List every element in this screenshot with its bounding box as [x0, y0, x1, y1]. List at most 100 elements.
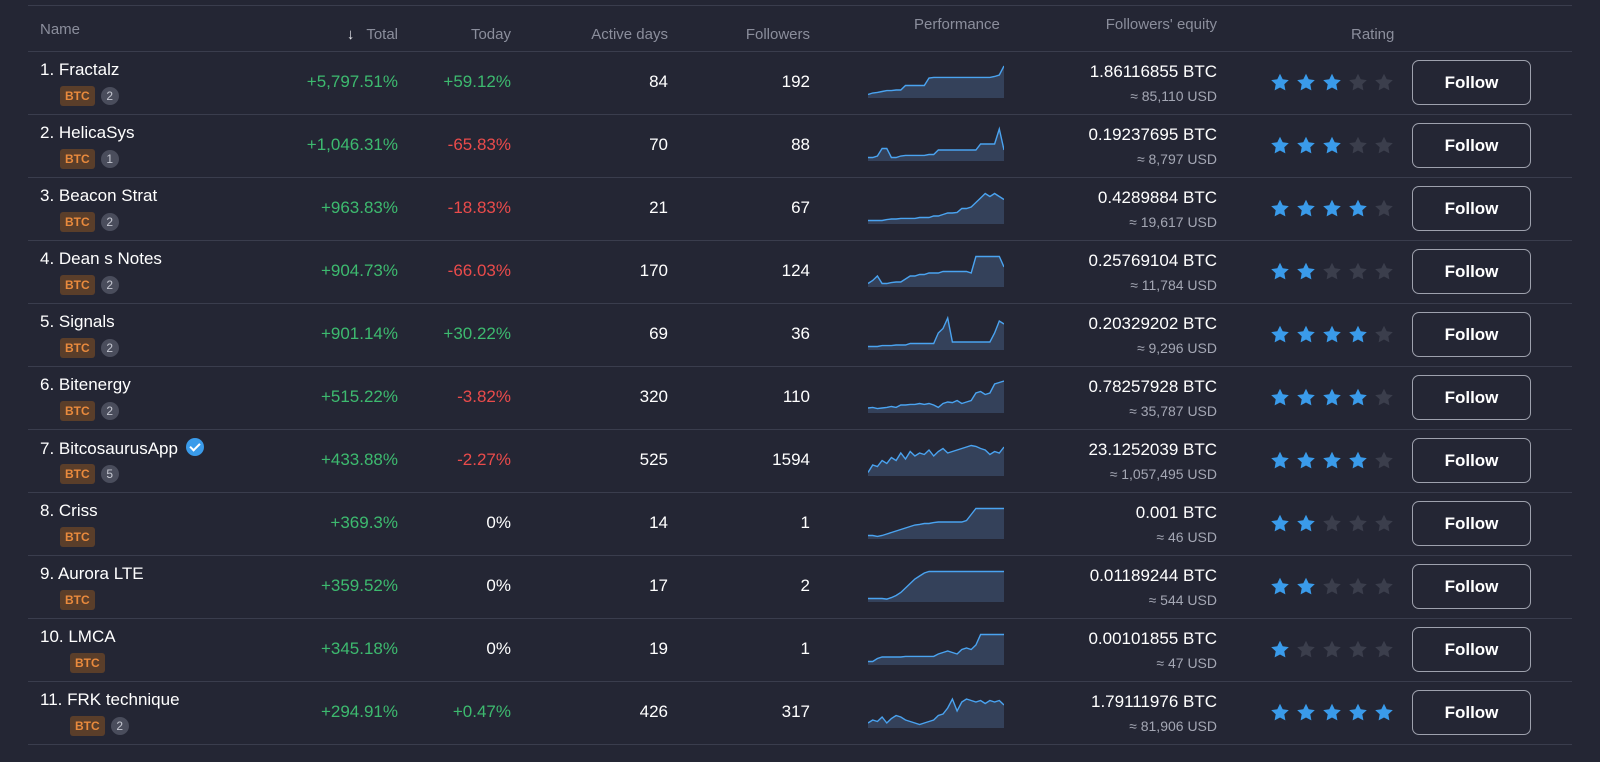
active-days: 170	[639, 261, 668, 280]
header-total[interactable]: ↓ Total	[347, 26, 398, 43]
table-row[interactable]: 3. Beacon Strat BTC 2 +963.83% -18.83% 2…	[28, 178, 1572, 241]
follow-button[interactable]: Follow	[1412, 312, 1531, 357]
active-days: 14	[649, 513, 668, 532]
today-return: +59.12%	[443, 72, 511, 91]
sparkline-area	[868, 571, 1004, 602]
star-filled-icon	[1297, 703, 1315, 721]
follow-button[interactable]: Follow	[1412, 690, 1531, 735]
table-row[interactable]: 11. FRK technique BTC 2 +294.91% +0.47% …	[28, 682, 1572, 745]
table-row[interactable]: 5. Signals BTC 2 +901.14% +30.22% 69 36 …	[28, 304, 1572, 367]
header-total-label: Total	[366, 26, 398, 43]
header-today[interactable]: Today	[470, 26, 511, 43]
header-rating[interactable]: Rating	[1351, 26, 1395, 43]
trader-name-cell[interactable]: 8. Criss	[40, 501, 98, 521]
star-filled-icon	[1271, 577, 1289, 595]
star-filled-icon	[1271, 451, 1289, 469]
star-filled-icon	[1297, 514, 1315, 532]
follow-button[interactable]: Follow	[1412, 186, 1531, 231]
follow-button[interactable]: Follow	[1412, 501, 1531, 546]
table-row[interactable]: 2. HelicaSys BTC 1 +1,046.31% -65.83% 70…	[28, 115, 1572, 178]
rating-stars	[1270, 450, 1394, 470]
followers-equity: 0.78257928 BTC ≈ 35,787 USD	[1088, 377, 1217, 419]
table-row[interactable]: 6. Bitenergy BTC 2 +515.22% -3.82% 320 1…	[28, 367, 1572, 430]
header-name[interactable]: Name	[40, 21, 81, 38]
follow-button[interactable]: Follow	[1412, 123, 1531, 168]
trader-name-cell[interactable]: 3. Beacon Strat	[40, 186, 157, 206]
trader-name-cell[interactable]: 9. Aurora LTE	[40, 564, 144, 584]
equity-usd: ≈ 9,296 USD	[1136, 340, 1217, 356]
trader-name[interactable]: 9. Aurora LTE	[40, 564, 144, 583]
trader-name-cell[interactable]: 2. HelicaSys	[40, 123, 134, 143]
today-return: -18.83%	[447, 198, 511, 217]
trader-name[interactable]: 4. Dean s Notes	[40, 249, 162, 268]
trader-name-cell[interactable]: 7. BitcosaurusApp	[40, 438, 204, 459]
header-active-days[interactable]: Active days	[591, 26, 668, 43]
performance-sparkline	[868, 692, 1008, 728]
trader-name-cell[interactable]: 4. Dean s Notes	[40, 249, 162, 269]
sparkline-area	[868, 508, 1004, 539]
trader-name[interactable]: 11. FRK technique	[40, 690, 180, 709]
followers-equity: 1.79111976 BTC ≈ 81,906 USD	[1091, 692, 1217, 734]
equity-btc: 0.19237695 BTC	[1088, 125, 1217, 144]
star-filled-icon	[1323, 388, 1341, 406]
trader-tags: BTC 2	[60, 86, 119, 106]
equity-btc: 23.1252039 BTC	[1088, 440, 1217, 459]
trader-name-cell[interactable]: 11. FRK technique	[40, 690, 180, 710]
sparkline-chart	[868, 697, 1004, 728]
header-followers-equity[interactable]: Followers' equity	[1105, 16, 1217, 33]
trader-name[interactable]: 1. Fractalz	[40, 60, 120, 79]
star-empty-icon	[1375, 262, 1393, 280]
trader-name-cell[interactable]: 5. Signals	[40, 312, 115, 332]
follow-cell: Follow	[1412, 60, 1531, 105]
header-followers[interactable]: Followers	[745, 26, 810, 43]
follow-button[interactable]: Follow	[1412, 438, 1531, 483]
table-row[interactable]: 1. Fractalz BTC 2 +5,797.51% +59.12% 84 …	[28, 52, 1572, 115]
table-row[interactable]: 4. Dean s Notes BTC 2 +904.73% -66.03% 1…	[28, 241, 1572, 304]
trader-tags: BTC 1	[60, 149, 119, 169]
trader-name-cell[interactable]: 6. Bitenergy	[40, 375, 131, 395]
today-return: 0%	[486, 513, 511, 532]
rating-stars	[1270, 135, 1394, 155]
equity-btc: 0.01189244 BTC	[1089, 566, 1217, 585]
equity-btc: 0.78257928 BTC	[1088, 377, 1217, 396]
trader-name[interactable]: 3. Beacon Strat	[40, 186, 158, 205]
sparkline-line	[868, 315, 1004, 348]
follow-button[interactable]: Follow	[1412, 249, 1531, 294]
star-filled-icon	[1297, 451, 1315, 469]
star-filled-icon	[1271, 73, 1289, 91]
followers-count: 1	[800, 639, 810, 658]
trader-name[interactable]: 7. BitcosaurusApp	[40, 439, 178, 458]
trader-name[interactable]: 10. LMCA	[40, 627, 116, 646]
trader-name[interactable]: 2. HelicaSys	[40, 123, 135, 142]
trader-name-cell[interactable]: 1. Fractalz	[40, 60, 119, 80]
trader-name-cell[interactable]: 10. LMCA	[40, 627, 116, 647]
table-row[interactable]: 8. Criss BTC +369.3% 0% 14 1 0.001 BTC ≈…	[28, 493, 1572, 556]
active-days: 69	[649, 324, 668, 343]
table-row[interactable]: 7. BitcosaurusApp BTC 5 +433.88% -2.27% …	[28, 430, 1572, 493]
trader-name[interactable]: 6. Bitenergy	[40, 375, 131, 394]
followers-count: 36	[791, 324, 810, 343]
verified-badge-icon	[185, 438, 204, 456]
active-days: 426	[639, 702, 668, 721]
active-days: 84	[649, 72, 668, 91]
star-filled-icon	[1297, 262, 1315, 280]
sparkline-line	[868, 255, 1004, 285]
trader-name[interactable]: 5. Signals	[40, 312, 115, 331]
trader-name[interactable]: 8. Criss	[40, 501, 98, 520]
follow-button[interactable]: Follow	[1412, 627, 1531, 672]
trader-tags: BTC 2	[70, 716, 129, 736]
followers-equity: 1.86116855 BTC ≈ 85,110 USD	[1090, 62, 1217, 104]
table-row[interactable]: 10. LMCA BTC +345.18% 0% 19 1 0.00101855…	[28, 619, 1572, 682]
trader-tags: BTC 2	[60, 275, 119, 295]
table-row[interactable]: 9. Aurora LTE BTC +359.52% 0% 17 2 0.011…	[28, 556, 1572, 619]
equity-usd: ≈ 19,617 USD	[1129, 214, 1217, 230]
followers-count: 67	[791, 198, 810, 217]
follow-button[interactable]: Follow	[1412, 375, 1531, 420]
followers-equity: 0.19237695 BTC ≈ 8,797 USD	[1088, 125, 1217, 167]
sparkline-area	[868, 381, 1004, 413]
trader-tags: BTC	[60, 527, 95, 547]
performance-sparkline	[868, 62, 1008, 98]
sparkline-line	[868, 380, 1004, 410]
follow-button[interactable]: Follow	[1412, 564, 1531, 609]
follow-button[interactable]: Follow	[1412, 60, 1531, 105]
